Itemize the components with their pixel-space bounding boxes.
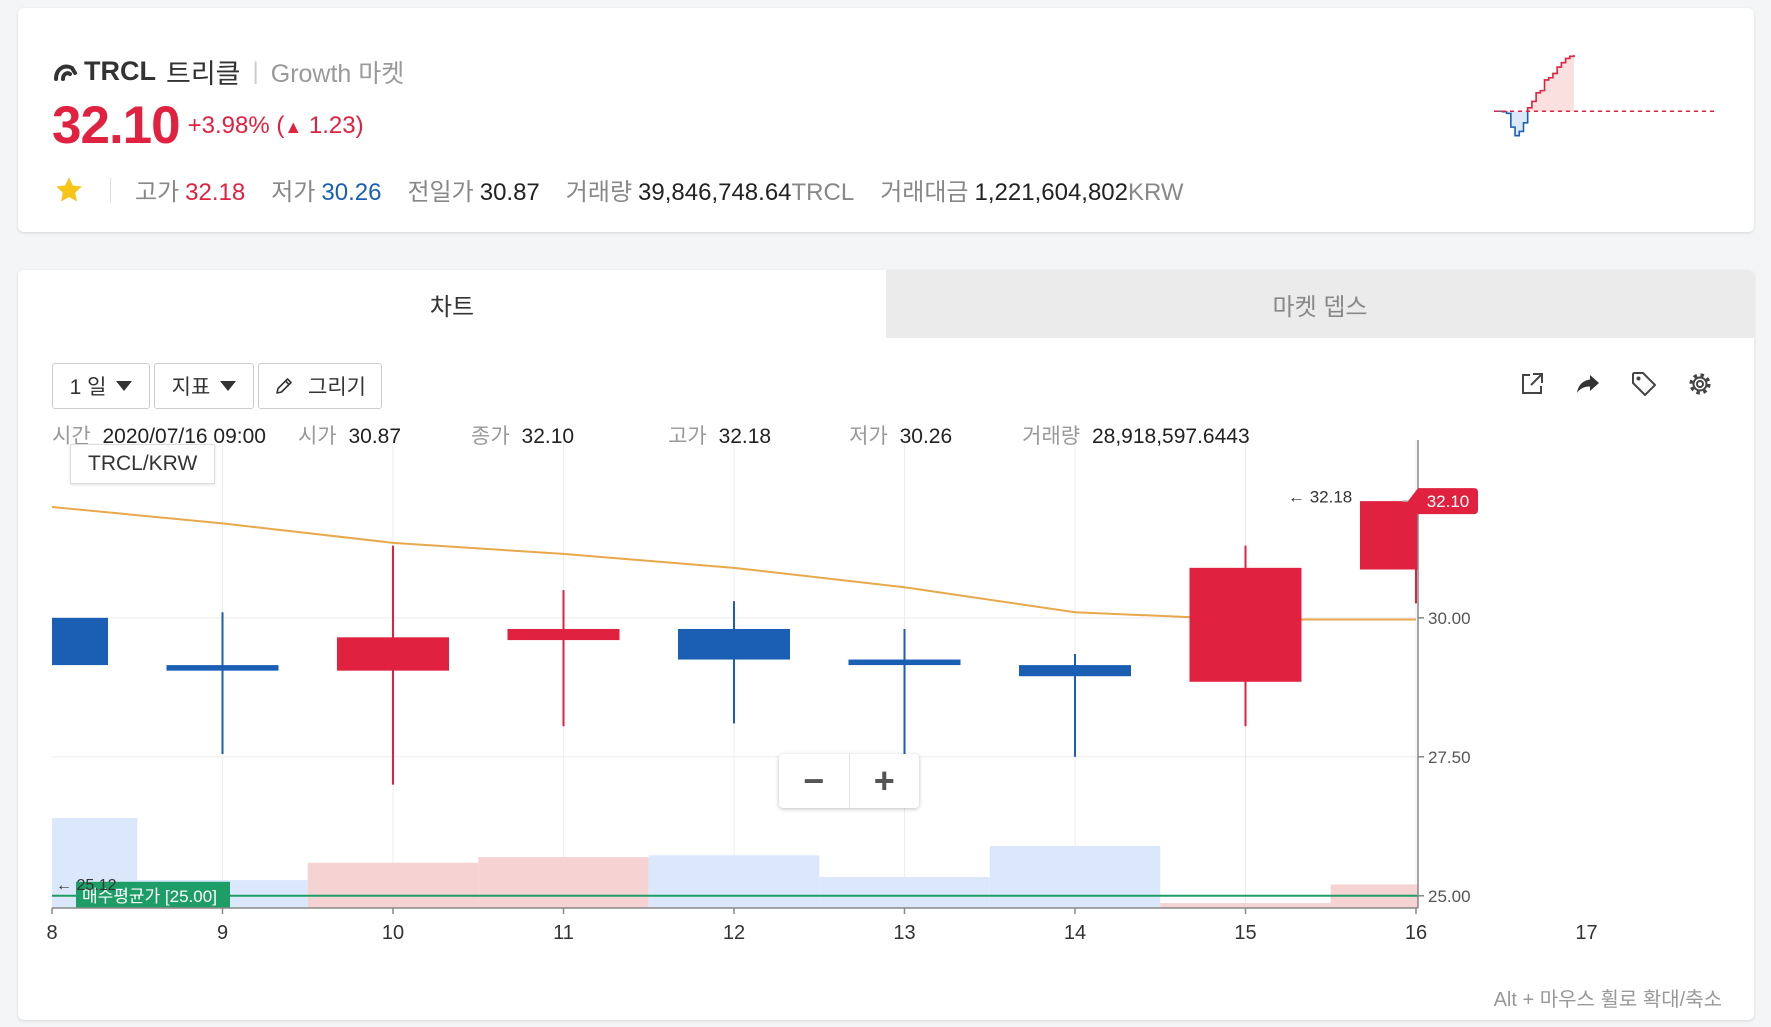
draw-label: 그리기 <box>308 376 366 399</box>
volume-bar <box>1160 903 1331 908</box>
x-tick-label: 13 <box>893 922 915 944</box>
zoom-controls: − + <box>779 754 919 808</box>
candle-body <box>848 659 961 666</box>
volume-bar <box>307 862 479 908</box>
current-price: 32.10 <box>52 96 181 155</box>
mini-price-chart <box>1494 55 1716 137</box>
chart-panel: 차트 마켓 뎁스 ← 32.18 매수평균가 [25.00] ← 25.12 30.0… <box>18 270 1754 1020</box>
candle-body <box>337 637 449 671</box>
change-close-paren: ) <box>355 112 364 139</box>
stat-trade-amount: 거래대금 1,221,604,802KRW <box>880 179 1184 206</box>
stat-low: 저가 30.26 <box>271 179 382 206</box>
gear-icon[interactable] <box>1684 368 1716 400</box>
indicator-dropdown[interactable]: 지표 <box>154 363 254 409</box>
current-price-badge-label: 32.10 <box>1427 492 1470 511</box>
y-tick-label: 30.00 <box>1428 609 1471 628</box>
ohlc-volume: 거래량 28,918,597.6443 <box>1022 425 1250 448</box>
ticker-name: 트리클 <box>165 59 241 89</box>
candle-body <box>678 628 790 660</box>
mini-line-down <box>1494 111 1529 137</box>
candle-body <box>1189 567 1302 682</box>
title-separator: | <box>252 57 259 85</box>
ticker-symbol: TRCL <box>84 56 156 86</box>
candle-body <box>52 617 108 666</box>
zoom-hint: Alt + 마우스 휠로 확대/축소 <box>1493 989 1722 1011</box>
volume-bar <box>819 876 990 908</box>
volume-bar <box>478 857 649 908</box>
chart-tabs: 차트 마켓 뎁스 <box>18 270 1754 338</box>
change-absolute: 1.23 <box>308 112 356 139</box>
favorite-star-icon[interactable] <box>54 175 84 205</box>
stats-divider <box>110 177 111 202</box>
candle-body <box>1019 665 1131 677</box>
x-tick-label: 12 <box>723 922 745 944</box>
stat-high: 고가 32.18 <box>135 179 246 206</box>
interval-label: 1 일 <box>69 376 107 399</box>
interval-dropdown[interactable]: 1 일 <box>52 363 150 409</box>
ohlc-low: 저가 30.26 <box>849 425 953 448</box>
ohlc-close: 종가 32.10 <box>471 425 575 448</box>
pair-label: TRCL/KRW <box>70 444 216 484</box>
candle-body <box>166 665 279 671</box>
ticker-header: TRCL 트리클 | Growth 마켓 32.10 +3.98% (▲ 1.2… <box>18 8 1754 232</box>
avg-price-badge-label: 매수평균가 [25.00] <box>82 887 217 906</box>
price-change: +3.98% (▲ 1.23) <box>188 112 364 140</box>
x-tick-label: 14 <box>1064 922 1086 944</box>
x-tick-label: 16 <box>1405 922 1427 944</box>
x-tick-label: 15 <box>1234 922 1256 944</box>
change-percent: +3.98% <box>187 112 270 139</box>
x-tick-label: 10 <box>382 922 404 944</box>
title-row: TRCL 트리클 | Growth 마켓 <box>52 52 404 91</box>
zoom-out-button[interactable]: − <box>803 760 825 801</box>
tab-market-depth[interactable]: 마켓 뎁스 <box>886 270 1754 338</box>
change-open-paren: ( <box>276 112 285 139</box>
ohlc-time: 시간 2020/07/16 09:00 <box>52 425 266 448</box>
avg-price-badge <box>76 881 230 908</box>
x-tick-label: 8 <box>46 922 57 944</box>
caret-down-icon <box>220 381 237 391</box>
ohlc-open: 시가 30.87 <box>297 425 402 448</box>
stat-prev-close: 전일가 30.87 <box>407 179 540 206</box>
indicator-label: 지표 <box>171 376 211 399</box>
ohlc-high: 고가 32.18 <box>668 425 772 448</box>
caret-down-icon <box>116 381 133 391</box>
tab-chart[interactable]: 차트 <box>18 270 886 338</box>
current-price-badge <box>1408 488 1478 515</box>
ohlc-readout: 시간 2020/07/16 09:00 시가 30.87 종가 32.10 고가… <box>52 420 1282 450</box>
trcl-logo-icon <box>54 64 77 81</box>
moving-average-line <box>52 506 1416 621</box>
pencil-icon <box>276 378 292 394</box>
share-icon[interactable] <box>1572 368 1604 400</box>
x-tick-label: 17 <box>1575 922 1597 944</box>
candle-body <box>507 628 620 641</box>
x-tick-label: 9 <box>217 922 228 944</box>
stats-row: 고가 32.18 저가 30.26 전일가 30.87 거래량 39,846,748.6… <box>54 172 1210 207</box>
external-link-icon[interactable] <box>1516 368 1548 400</box>
price-row: 32.10 +3.98% (▲ 1.23) <box>52 98 364 154</box>
high-marker-label: ← 32.18 <box>1288 488 1352 507</box>
y-tick-label: 25.00 <box>1428 887 1471 906</box>
tag-icon[interactable] <box>1628 368 1660 400</box>
chart-tools <box>1492 368 1716 400</box>
draw-button[interactable]: 그리기 <box>258 363 382 409</box>
up-triangle-icon: ▲ <box>284 117 303 137</box>
y-tick-label: 27.50 <box>1428 748 1471 767</box>
candle-body <box>1360 501 1418 570</box>
mini-fill-up <box>1494 55 1574 112</box>
mini-line-up <box>1494 55 1575 112</box>
chart-toolbar: 1 일 지표 그리기 <box>52 363 386 409</box>
low-marker-label: ← 25.12 <box>56 877 117 894</box>
volume-bar <box>989 845 1161 908</box>
zoom-in-button[interactable]: + <box>848 754 920 808</box>
mini-fill-down <box>1502 111 1528 136</box>
candlestick-plot[interactable]: ← 32.18 매수평균가 [25.00]← 25.12 30.00 27.50 25.… <box>18 270 1754 1020</box>
stat-volume: 거래량 39,846,748.64TRCL <box>565 179 855 206</box>
volume-bar <box>648 855 820 908</box>
x-tick-label: 11 <box>553 922 574 944</box>
market-name: Growth 마켓 <box>270 59 405 88</box>
